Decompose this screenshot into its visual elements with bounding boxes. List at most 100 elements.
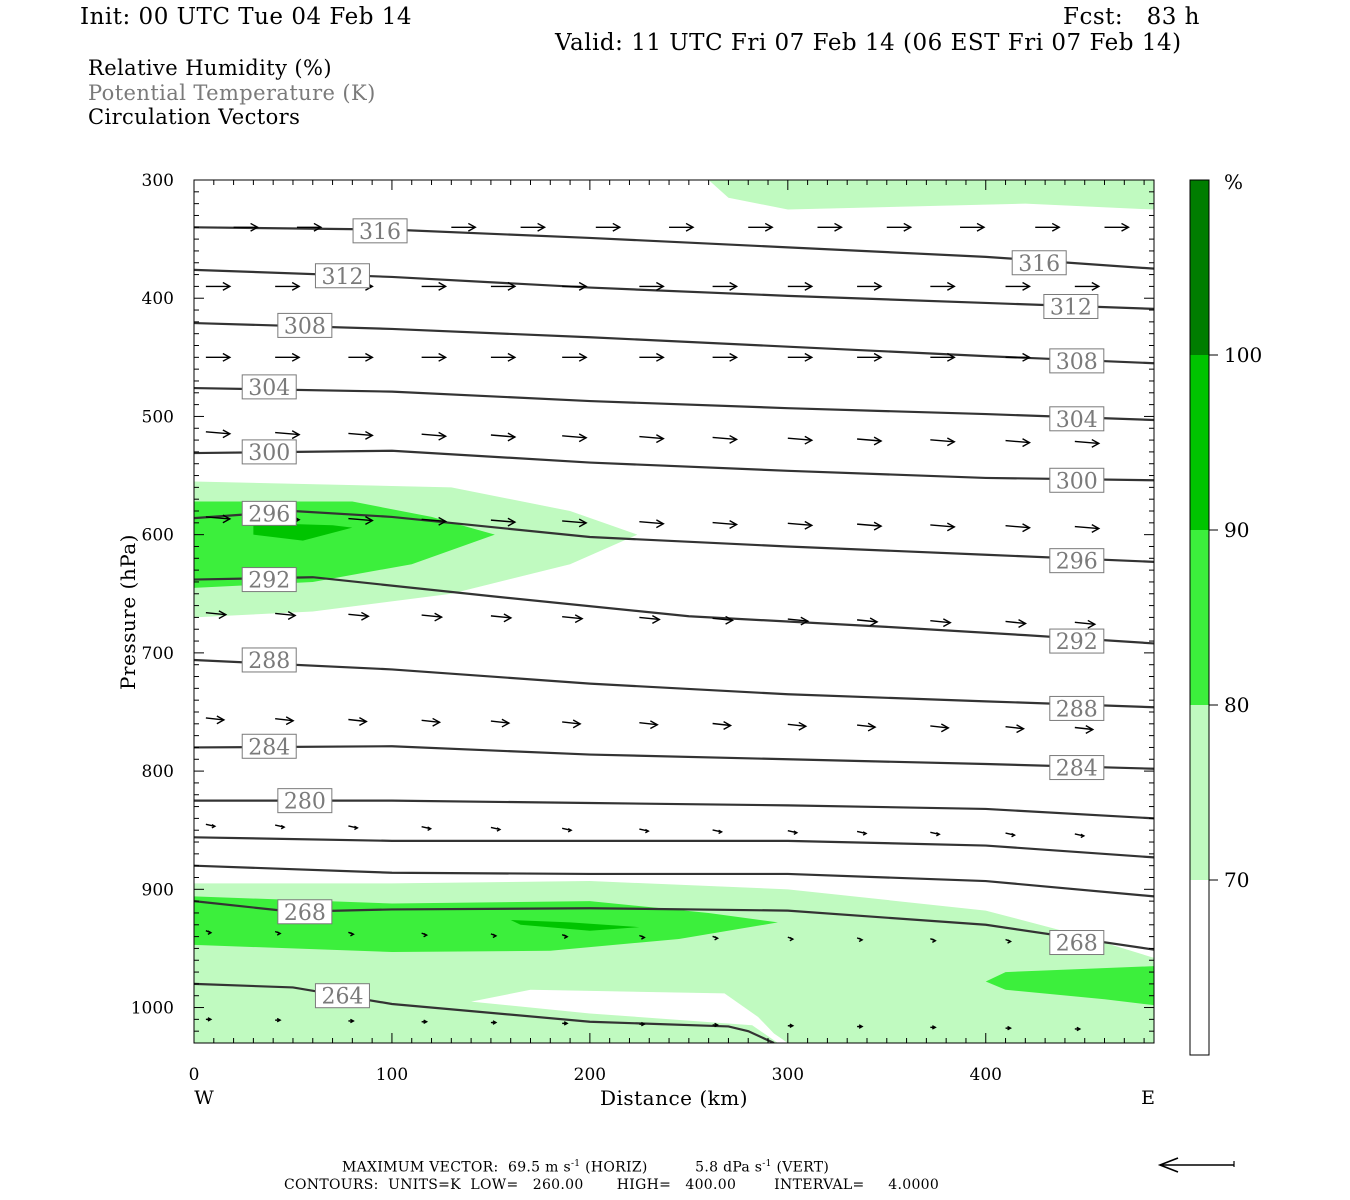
max-vector-line: MAXIMUM VECTOR: 69.5 m s-1 (HORIZ) 5.8 d…	[342, 1159, 829, 1176]
circulation-vector-9-7	[712, 1022, 720, 1028]
circulation-vector-9-8	[787, 1023, 795, 1029]
circulation-vector-2-7	[712, 352, 739, 362]
circulation-vector-7-1	[275, 824, 286, 830]
circulation-vector-0-11	[1035, 222, 1061, 232]
circulation-vector-4-8	[787, 520, 814, 530]
circulation-vector-8-11	[1005, 938, 1012, 944]
theta-label-300-0: 300	[248, 441, 290, 466]
colorbar-tick-70: 70	[1224, 868, 1249, 892]
max-vector-label: MAXIMUM VECTOR:	[342, 1159, 499, 1176]
circulation-vector-3-1	[275, 430, 301, 440]
theta-label-284-1: 284	[1056, 757, 1098, 782]
circulation-vector-3-2	[348, 430, 374, 440]
theta-contour-284	[194, 745, 1154, 770]
theta-label-box-308-1	[1049, 348, 1105, 374]
circulation-vector-3-0	[205, 429, 232, 439]
init-time: Init: 00 UTC Tue 04 Feb 14	[80, 4, 413, 30]
circulation-vector-9-0	[205, 1017, 213, 1022]
theta-contour-264	[194, 982, 775, 1043]
circulation-vector-3-6	[639, 434, 665, 444]
circulation-vector-9-5	[562, 1021, 569, 1026]
contour-label-layer: 316 316 312 312 308 308 304 304 300 300 296 296 292 2…	[241, 218, 1105, 1010]
circulation-vector-7-3	[421, 826, 433, 831]
x-tick-label-200: 200	[574, 1065, 606, 1085]
theta-label-box-304-1	[1049, 406, 1105, 432]
circulation-vector-9-10	[930, 1025, 937, 1030]
x-tick-label-400: 400	[970, 1065, 1002, 1085]
theta-label-box-300-1	[1049, 467, 1105, 493]
circulation-vector-0-9	[886, 222, 913, 232]
circulation-vector-3-10	[930, 437, 956, 447]
y-tick-label-1000: 1000	[131, 999, 174, 1019]
theta-label-box-304-0	[241, 374, 297, 400]
theta-contour-layer	[194, 226, 1154, 1043]
circulation-vector-6-2	[348, 717, 368, 726]
circulation-vector-9-9	[857, 1024, 864, 1029]
circulation-vector-5-1	[275, 611, 297, 620]
circulation-vector-5-5	[562, 614, 584, 624]
circulation-vector-5-11	[1005, 619, 1027, 628]
circulation-vector-4-3	[421, 516, 448, 526]
theta-contour-292	[194, 576, 1154, 645]
circulation-vector-9-1	[275, 1017, 282, 1023]
max-vector-horiz-tag: (HORIZ)	[585, 1159, 648, 1176]
circulation-vector-2-11	[1005, 352, 1031, 362]
theta-contour-276	[194, 836, 1154, 859]
max-vector-horiz-exponent: -1	[570, 1159, 581, 1169]
circulation-vector-4-6	[639, 519, 665, 529]
theta-label-box-280-0	[277, 788, 333, 814]
circulation-vector-1-4	[490, 281, 517, 291]
theta-label-312-1: 312	[1050, 295, 1092, 320]
circulation-vector-0-1	[296, 222, 323, 232]
theta-label-268-1: 268	[1056, 932, 1098, 957]
theta-label-292-1: 292	[1056, 630, 1098, 655]
circulation-vector-1-6	[639, 281, 665, 291]
theta-label-box-312-0	[314, 263, 370, 289]
circulation-vector-7-12	[1074, 833, 1086, 839]
colorbar-90-swatch	[1190, 355, 1209, 530]
x-tick-label-100: 100	[376, 1065, 408, 1085]
circulation-vector-5-6	[639, 615, 661, 624]
circulation-vector-0-5	[595, 222, 622, 232]
circulation-vector-5-0	[205, 610, 228, 620]
theta-label-316-1: 316	[1018, 252, 1060, 277]
circulation-vector-2-4	[490, 352, 517, 362]
circulation-vector-6-8	[787, 721, 808, 731]
rh-region-90-1	[510, 920, 640, 931]
legend-rh: Relative Humidity (%)	[88, 56, 332, 80]
theta-label-box-268-1	[1049, 930, 1105, 956]
circulation-vector-8-3	[421, 932, 429, 938]
theta-label-280-0: 280	[284, 790, 326, 815]
rh-region-80-2	[985, 966, 1154, 1006]
circulation-vector-0-4	[520, 222, 547, 232]
theta-label-box-288-1	[1049, 695, 1105, 721]
circulation-vector-0-3	[451, 222, 477, 232]
circulation-vector-4-10	[930, 522, 956, 532]
circulation-vector-3-9	[857, 436, 883, 446]
rh-fill-layer	[194, 180, 1154, 1043]
theta-contour-288	[194, 658, 1154, 709]
circulation-vector-5-7	[712, 615, 735, 625]
circulation-vector-1-12	[1074, 281, 1101, 291]
circulation-vector-2-10	[930, 352, 956, 362]
circulation-vector-7-8	[787, 830, 799, 835]
y-axis-title: Pressure (hPa)	[116, 534, 140, 690]
circulation-vector-4-0	[205, 514, 232, 524]
circulation-vector-0-7	[748, 222, 774, 232]
circulation-vector-1-9	[857, 281, 883, 291]
circulation-vector-6-3	[421, 717, 442, 727]
theta-label-268-0: 268	[284, 901, 326, 926]
forecast-hour: Fcst: 83 h	[1063, 4, 1200, 30]
circulation-vector-7-7	[712, 829, 724, 835]
theta-label-304-1: 304	[1056, 408, 1098, 433]
theta-label-box-296-1	[1049, 548, 1105, 574]
y-tick-label-500: 500	[142, 407, 174, 427]
max-vector-horiz-value: 69.5	[508, 1159, 541, 1176]
circulation-vector-8-6	[639, 934, 646, 940]
circulation-vector-1-5	[562, 281, 588, 291]
theta-label-296-1: 296	[1056, 550, 1098, 575]
circulation-vector-6-6	[639, 720, 659, 730]
theta-label-box-288-0	[241, 647, 297, 673]
x-tick-label-0: 0	[189, 1065, 200, 1085]
